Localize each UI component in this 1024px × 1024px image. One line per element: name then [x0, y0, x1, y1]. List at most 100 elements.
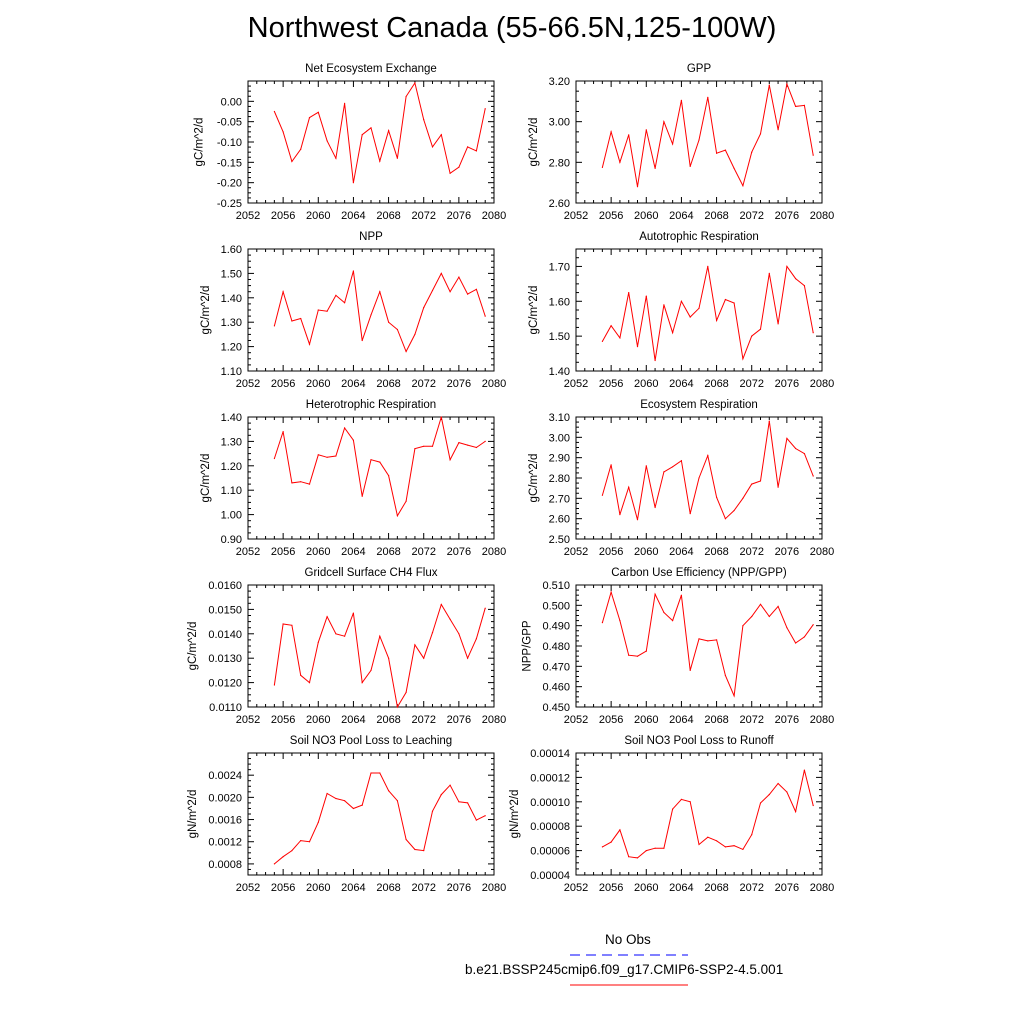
- y-tick-label: 1.60: [221, 244, 242, 256]
- data-point: [672, 143, 674, 145]
- data-point: [379, 291, 381, 293]
- data-point: [812, 154, 814, 156]
- data-point: [370, 669, 372, 672]
- plot-frame: [247, 584, 495, 708]
- data-point: [795, 642, 797, 644]
- y-tick-label: 1.20: [221, 461, 242, 473]
- plot-frame: [247, 80, 495, 204]
- data-point: [326, 140, 328, 142]
- y-axis-label: gN/m^2/d: [187, 790, 199, 839]
- plot-frame: [247, 416, 495, 540]
- series-line: [601, 590, 814, 698]
- data-point: [431, 632, 434, 634]
- x-tick-label: 2068: [704, 714, 728, 726]
- data-point: [308, 117, 311, 119]
- x-tick-label: 2076: [447, 378, 471, 390]
- y-tick-label: 1.40: [221, 412, 242, 424]
- data-point: [440, 794, 442, 796]
- x-tick-label: 2052: [564, 882, 588, 894]
- y-tick-label: -0.15: [217, 157, 242, 169]
- data-point: [405, 838, 407, 841]
- data-point: [370, 127, 372, 129]
- data-point: [707, 640, 709, 642]
- series-line: [601, 82, 814, 188]
- y-tick-label: 0.00006: [530, 846, 570, 858]
- x-tick-label: 2072: [739, 882, 763, 894]
- data-point: [716, 319, 718, 322]
- data-point: [273, 684, 275, 686]
- data-point: [396, 800, 398, 802]
- data-point: [273, 325, 275, 327]
- data-point: [777, 486, 779, 488]
- data-point: [361, 134, 363, 136]
- data-point: [680, 798, 683, 801]
- data-point: [467, 802, 469, 804]
- data-point: [698, 139, 700, 141]
- panel-title: GPP: [687, 63, 712, 75]
- x-tick-label: 2052: [564, 714, 588, 726]
- y-tick-label: 2.80: [549, 157, 570, 169]
- data-point: [440, 272, 442, 274]
- data-point: [396, 328, 398, 331]
- data-point: [475, 446, 477, 449]
- data-point: [751, 335, 753, 337]
- data-point: [628, 486, 630, 488]
- y-tick-label: 1.30: [221, 436, 242, 448]
- data-point: [680, 99, 683, 101]
- data-point: [352, 807, 354, 810]
- x-tick-label: 2056: [271, 210, 295, 222]
- data-point: [396, 706, 398, 708]
- x-tick-label: 2076: [775, 546, 799, 558]
- data-point: [449, 784, 451, 786]
- data-point: [335, 633, 337, 635]
- data-point: [414, 448, 416, 450]
- data-point: [698, 477, 700, 479]
- x-tick-label: 2080: [810, 882, 834, 894]
- data-point: [423, 119, 425, 121]
- data-point: [742, 625, 744, 627]
- data-point: [423, 850, 425, 852]
- data-point: [273, 457, 275, 460]
- data-point: [759, 133, 762, 135]
- data-point: [308, 682, 311, 684]
- data-point: [654, 847, 656, 849]
- y-tick-label: 1.20: [221, 342, 242, 354]
- data-point: [724, 846, 727, 848]
- data-point: [379, 772, 381, 774]
- y-tick-label: -0.25: [217, 198, 242, 210]
- y-axis-label: NPP/GPP: [522, 620, 534, 671]
- data-point: [601, 846, 604, 848]
- data-point: [768, 84, 770, 86]
- x-tick-label: 2060: [634, 882, 658, 894]
- plot-frame: [575, 584, 823, 708]
- y-axis-label: gC/m^2/d: [200, 454, 212, 503]
- data-point: [475, 819, 477, 821]
- x-tick-label: 2064: [341, 378, 365, 390]
- data-point: [724, 674, 727, 677]
- data-point: [291, 624, 293, 626]
- data-point: [335, 294, 337, 296]
- data-point: [689, 801, 691, 803]
- data-point: [619, 337, 621, 339]
- data-point: [795, 105, 797, 107]
- figure-title: Northwest Canada (55-66.5N,125-100W): [247, 12, 777, 44]
- data-point: [484, 607, 486, 609]
- data-point: [672, 466, 674, 468]
- data-point: [803, 453, 806, 455]
- data-point: [689, 316, 691, 318]
- data-point: [326, 456, 328, 458]
- data-point: [716, 840, 718, 842]
- data-point: [335, 455, 337, 457]
- y-tick-label: 0.0012: [208, 837, 242, 849]
- y-tick-label: 1.00: [221, 510, 242, 522]
- data-point: [291, 482, 293, 484]
- data-point: [361, 682, 363, 684]
- x-tick-label: 2060: [634, 714, 658, 726]
- x-tick-label: 2076: [447, 546, 471, 558]
- data-point: [405, 500, 407, 502]
- x-tick-label: 2052: [564, 378, 588, 390]
- data-point: [786, 627, 788, 629]
- x-tick-label: 2056: [271, 882, 295, 894]
- data-point: [458, 633, 460, 635]
- data-point: [786, 791, 788, 793]
